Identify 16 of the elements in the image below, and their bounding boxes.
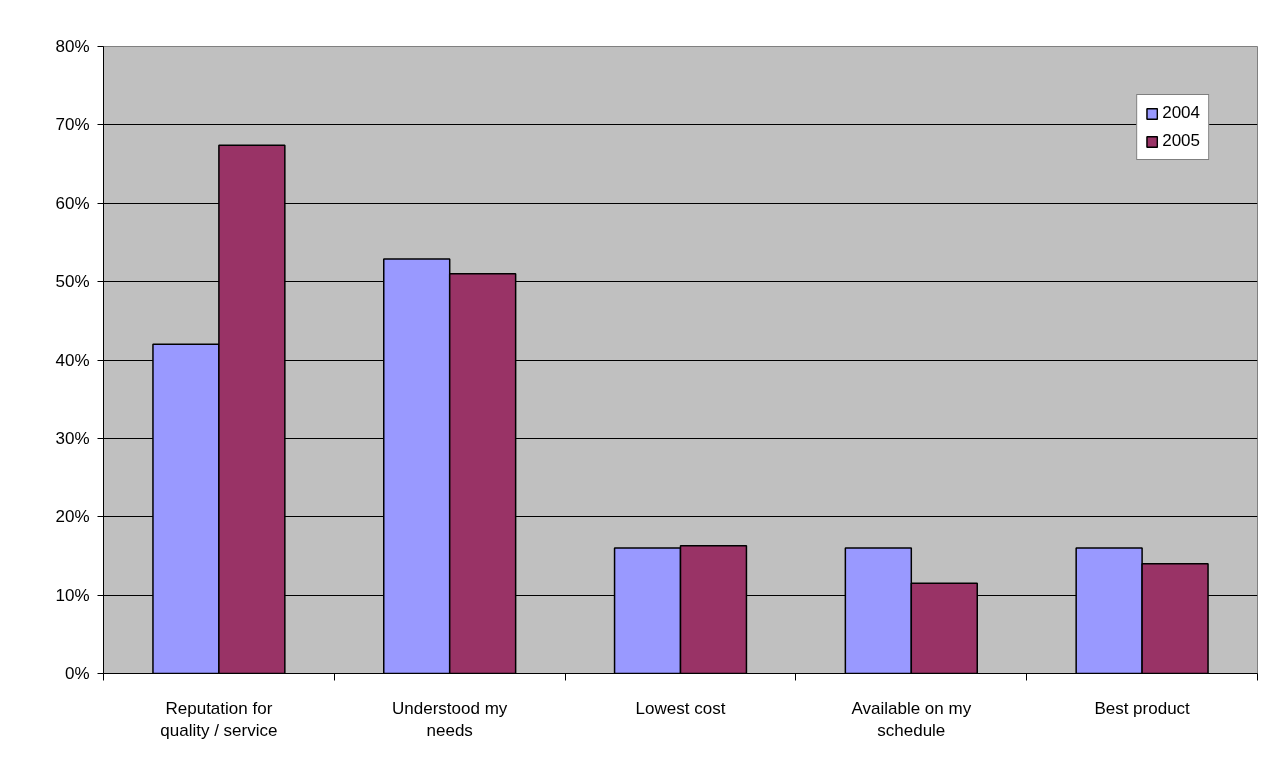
- legend-label: 2004: [1162, 103, 1200, 123]
- y-tick-label: 10%: [55, 585, 90, 605]
- y-tick-label: 60%: [55, 193, 90, 213]
- y-tick-label: 70%: [55, 115, 90, 135]
- x-tick-label: Best product: [1094, 698, 1191, 718]
- legend-label: 2005: [1162, 131, 1200, 151]
- y-tick-label: 20%: [55, 507, 90, 527]
- y-tick-label: 0%: [64, 664, 90, 683]
- y-tick-label: 30%: [55, 428, 90, 448]
- x-tick-label: Reputation for quality / service: [160, 698, 278, 741]
- x-tick-label: Understood my needs: [392, 698, 508, 741]
- x-tick-label: Lowest cost: [635, 698, 726, 718]
- y-tick-label: 80%: [55, 37, 90, 56]
- x-tick-label: Available on my schedule: [851, 698, 972, 741]
- y-tick-label: 50%: [55, 272, 90, 292]
- y-tick-label: 40%: [55, 350, 90, 370]
